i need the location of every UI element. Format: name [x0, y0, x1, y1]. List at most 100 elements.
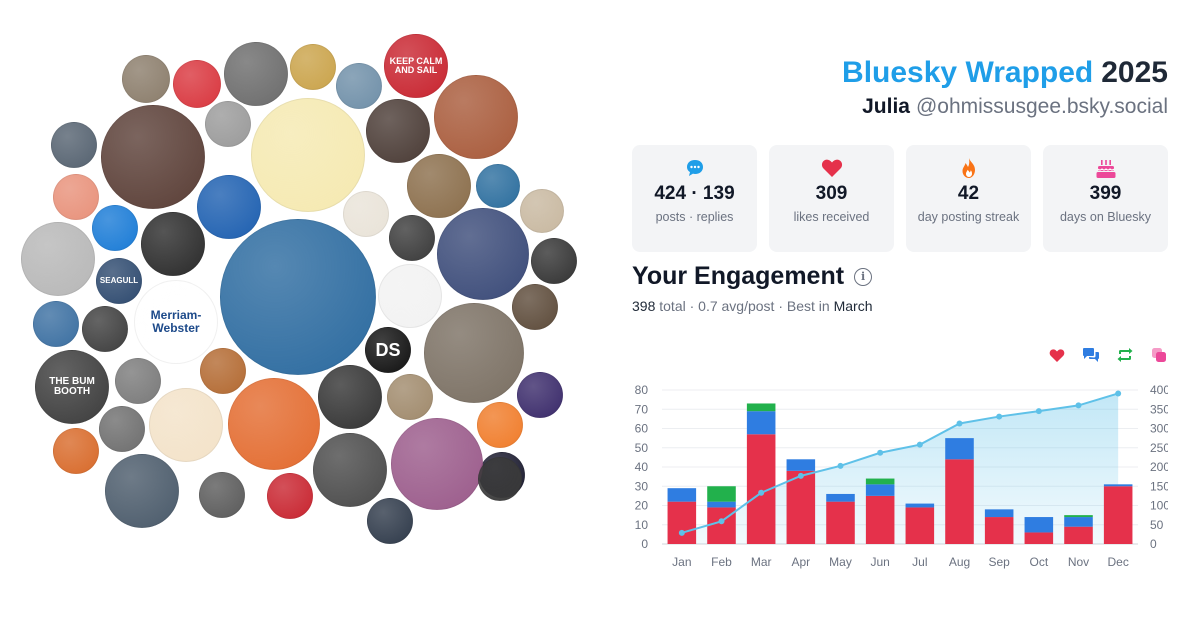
avatar: [476, 164, 520, 208]
avatar: [101, 105, 205, 209]
avatar: [99, 406, 145, 452]
user-handle: @ohmissusgee.bsky.social: [915, 95, 1168, 118]
bar-segment: [865, 495, 895, 544]
avatar: DS: [365, 327, 411, 373]
avatar: [343, 191, 389, 237]
bar-segment: [905, 503, 935, 508]
y-tick-left: 80: [635, 383, 649, 397]
avatar: [53, 428, 99, 474]
chart-legend: [1048, 346, 1168, 364]
avatar-bubble-cloud: KEEP CALM AND SAIL SEAGULL Merriam-Webster…: [21, 34, 577, 544]
avatar: [53, 174, 99, 220]
engagement-title: Your Engagement: [632, 262, 845, 290]
avatar: [33, 301, 79, 347]
y-tick-right: 50: [1150, 518, 1164, 532]
bar-segment: [746, 403, 776, 412]
x-tick-label: Sep: [988, 555, 1010, 569]
avatar: [478, 457, 522, 501]
avatar: [224, 42, 288, 106]
page-title: Bluesky Wrapped 2025: [842, 56, 1168, 90]
x-tick-label: Mar: [751, 555, 772, 569]
avatar: [267, 473, 313, 519]
avatar: [205, 101, 251, 147]
bar-segment: [826, 501, 855, 544]
engagement-total: 398: [632, 298, 656, 314]
avatar: [51, 122, 97, 168]
avatar: [336, 63, 382, 109]
y-tick-left: 30: [635, 479, 649, 493]
avatar: [122, 55, 170, 103]
cumulative-point: [956, 420, 963, 427]
cumulative-point: [758, 489, 765, 496]
avatar: [391, 418, 483, 510]
bar-segment: [667, 501, 697, 544]
avatar-label: SEAGULL: [99, 275, 139, 285]
avatar: KEEP CALM AND SAIL: [384, 34, 448, 98]
flame-icon: [906, 157, 1031, 179]
avatar: [318, 365, 382, 429]
avatar: [105, 454, 179, 528]
bar-segment: [707, 501, 736, 508]
repost-icon[interactable]: [1116, 346, 1134, 364]
info-icon[interactable]: i: [854, 267, 873, 286]
avatar: [290, 44, 336, 90]
stat-days-value: 399: [1089, 183, 1122, 204]
stats-cards: 424 · 139 posts · replies 309 likes rece…: [632, 145, 1168, 252]
quote-icon[interactable]: [1150, 346, 1168, 364]
y-tick-right: 200: [1150, 460, 1168, 474]
avatar: SEAGULL: [96, 258, 142, 304]
y-tick-right: 150: [1150, 479, 1168, 493]
bar-segment: [865, 484, 895, 496]
engagement-summary: 398 total · 0.7 avg/post · Best in March: [632, 298, 873, 314]
bar-segment: [707, 486, 736, 502]
avatar: [424, 303, 524, 403]
engagement-best-month: March: [833, 298, 873, 314]
y-tick-right: 300: [1150, 422, 1168, 436]
y-tick-right: 400: [1150, 383, 1168, 397]
avatar: [200, 348, 246, 394]
cumulative-point: [877, 449, 884, 456]
avatar: [82, 306, 128, 352]
cumulative-point: [916, 441, 923, 448]
reply-icon[interactable]: [1082, 346, 1100, 364]
wrapped-panel: Bluesky Wrapped 2025 Julia @ohmissusgee.bs…: [632, 0, 1168, 630]
stat-posts-value: 424 · 139: [654, 183, 735, 204]
cumulative-point: [1075, 402, 1082, 409]
bar-segment: [1064, 515, 1093, 518]
bar-segment: [746, 411, 776, 435]
y-tick-right: 350: [1150, 402, 1168, 416]
avatar: [378, 264, 442, 328]
bar-segment: [984, 509, 1014, 518]
stat-card-likes: 309 likes received: [769, 145, 894, 252]
bar-segment: [1064, 517, 1093, 527]
stat-likes-value: 309: [815, 183, 848, 204]
x-tick-label: Jul: [912, 555, 927, 569]
y-tick-left: 70: [635, 402, 649, 416]
avatar: [220, 219, 376, 375]
y-tick-left: 10: [635, 518, 649, 532]
engagement-total-label: total: [659, 298, 686, 314]
avatar: Merriam-Webster: [134, 280, 218, 364]
y-tick-left: 0: [641, 537, 648, 551]
avatar: [512, 284, 558, 330]
avatar: [367, 498, 413, 544]
x-tick-label: May: [829, 555, 852, 569]
avatar: THE BUM BOOTH: [35, 350, 109, 424]
avatar-label: DS: [375, 339, 401, 360]
x-tick-label: Nov: [1068, 555, 1089, 569]
avatar: [173, 60, 221, 108]
avatar: [313, 433, 387, 507]
chat-bubble-icon: [632, 157, 757, 179]
cumulative-point: [996, 413, 1003, 420]
bar-segment: [905, 507, 935, 544]
stat-card-posts: 424 · 139 posts · replies: [632, 145, 757, 252]
cumulative-point: [797, 472, 804, 479]
cake-icon: [1043, 157, 1168, 179]
heart-icon: [769, 157, 894, 179]
stat-card-days: 399 days on Bluesky: [1043, 145, 1168, 252]
heart-icon[interactable]: [1048, 346, 1066, 364]
bar-segment: [1103, 486, 1133, 544]
bar-segment: [786, 470, 816, 544]
avatar: [520, 189, 564, 233]
bar-segment: [826, 493, 855, 502]
